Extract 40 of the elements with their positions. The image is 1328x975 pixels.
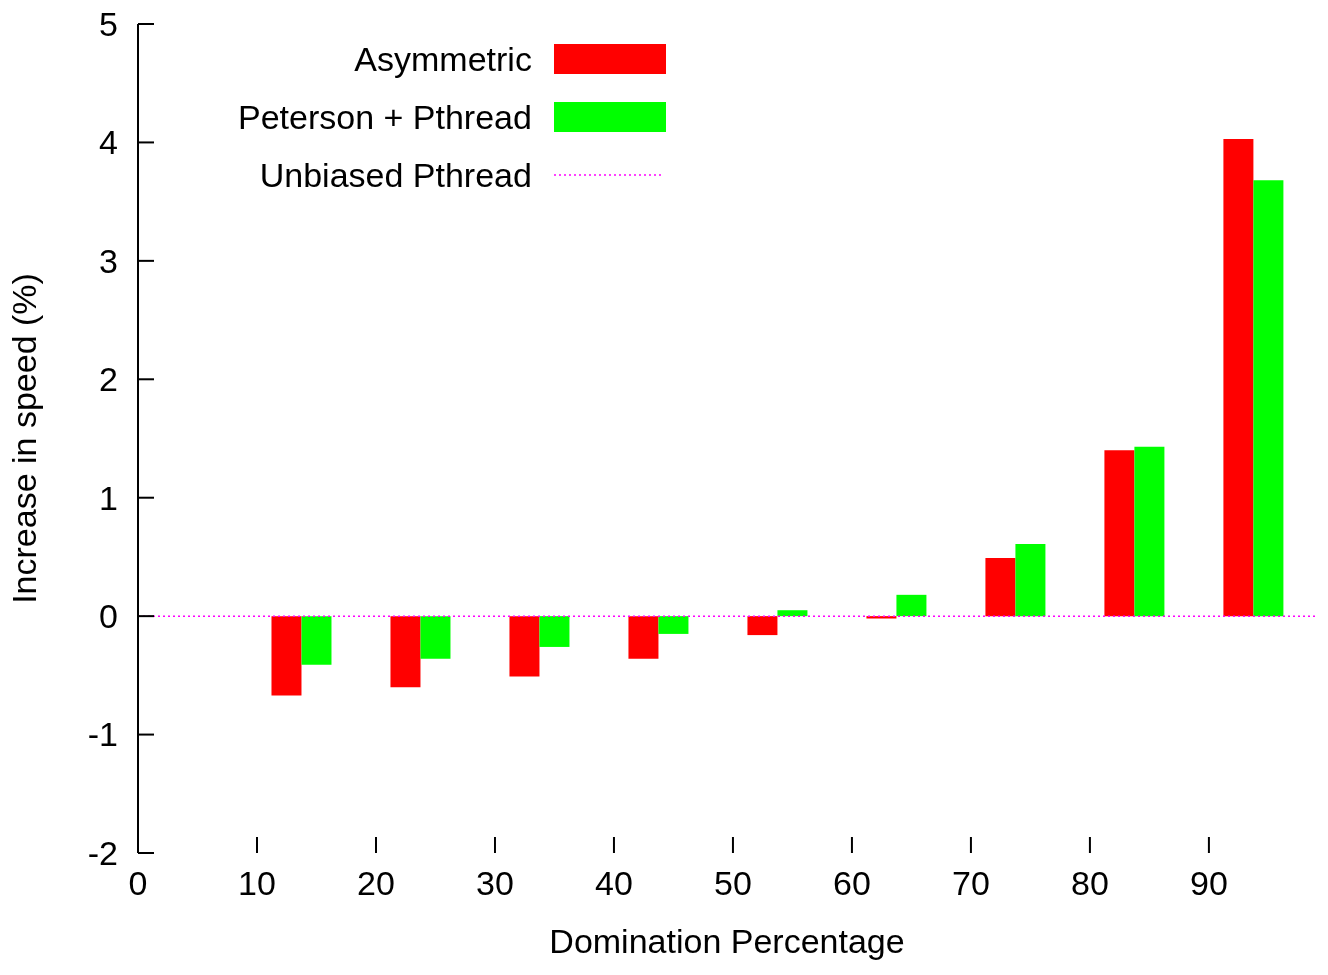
bar bbox=[1253, 180, 1284, 617]
bar bbox=[896, 594, 927, 617]
bar bbox=[1104, 450, 1135, 617]
y-tick-label: 2 bbox=[99, 360, 118, 399]
x-tick-label: 70 bbox=[952, 864, 990, 902]
bar bbox=[1134, 446, 1165, 617]
bar bbox=[747, 616, 778, 636]
legend-label: Unbiased Pthread bbox=[259, 155, 532, 195]
x-tick-label: 10 bbox=[238, 864, 276, 902]
bar bbox=[1223, 138, 1254, 617]
bar bbox=[985, 558, 1016, 617]
x-axis-title: Domination Percentage bbox=[549, 922, 905, 960]
bar bbox=[509, 616, 540, 677]
bar bbox=[539, 616, 570, 647]
bar bbox=[777, 610, 808, 617]
y-tick-label: -1 bbox=[87, 715, 118, 754]
x-tick-label: 60 bbox=[833, 864, 871, 902]
legend-label: Asymmetric bbox=[354, 39, 532, 79]
x-tick-label: 80 bbox=[1071, 864, 1109, 902]
y-tick-label: 4 bbox=[99, 123, 118, 162]
bar bbox=[628, 616, 659, 659]
bar bbox=[301, 616, 332, 665]
y-tick-label: 0 bbox=[99, 597, 118, 636]
y-tick-label: 1 bbox=[99, 478, 118, 517]
x-tick-label: 30 bbox=[476, 864, 514, 902]
x-tick-label: 20 bbox=[357, 864, 395, 902]
y-tick-label: 3 bbox=[99, 241, 118, 280]
legend-label: Peterson + Pthread bbox=[238, 97, 532, 137]
bar bbox=[271, 616, 302, 696]
y-tick-label: -2 bbox=[87, 833, 118, 872]
x-tick-label: 90 bbox=[1189, 864, 1228, 902]
bar bbox=[1015, 543, 1046, 617]
bar bbox=[658, 616, 689, 634]
y-tick-label: 5 bbox=[99, 4, 118, 43]
bar bbox=[420, 616, 451, 659]
x-tick-label: 40 bbox=[595, 864, 633, 902]
x-tick-label: 0 bbox=[128, 864, 148, 902]
y-axis-title: Increase in speed (%) bbox=[5, 273, 44, 604]
bar bbox=[390, 616, 421, 688]
x-tick-label: 50 bbox=[714, 864, 752, 902]
